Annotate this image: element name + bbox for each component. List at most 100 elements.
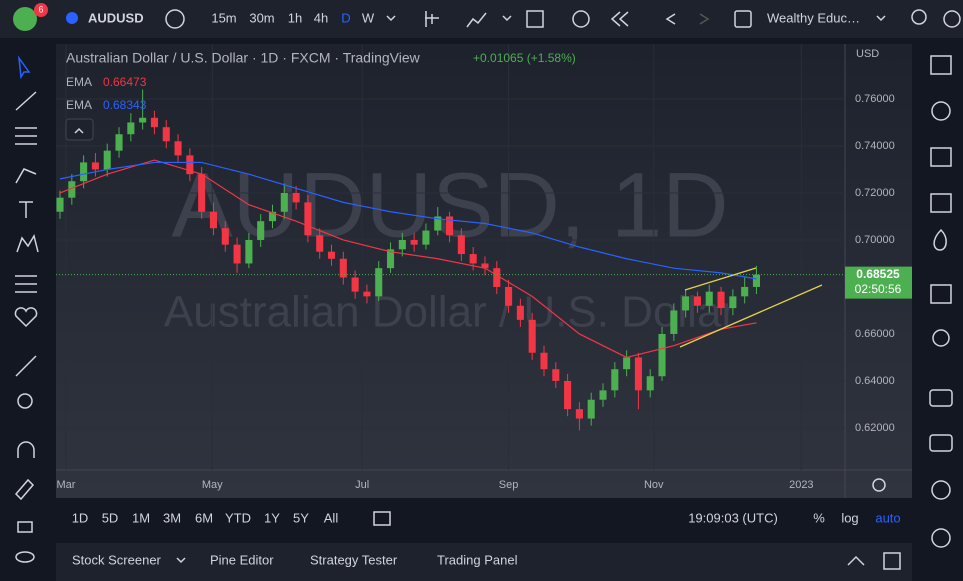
avatar[interactable]: [13, 7, 37, 31]
candle-body: [516, 305, 524, 320]
watchlist[interactable]: [930, 55, 952, 75]
range[interactable]: 5Y: [293, 510, 309, 525]
fib-tool[interactable]: [15, 127, 37, 145]
trend-line-tool[interactable]: [15, 91, 37, 111]
range[interactable]: 1Y: [264, 510, 280, 525]
badge-count: 6: [38, 4, 43, 14]
candle-body: [434, 216, 442, 231]
interval[interactable]: 4h: [314, 10, 328, 25]
candle-body: [386, 249, 395, 269]
trend-channel[interactable]: [679, 267, 823, 348]
hotlists[interactable]: [933, 228, 947, 251]
log-toggle[interactable]: log: [841, 510, 858, 525]
screenshot[interactable]: [943, 10, 961, 28]
interval[interactable]: 30m: [249, 10, 274, 25]
redo[interactable]: [699, 13, 710, 25]
indicators[interactable]: [466, 12, 487, 28]
brush-tool[interactable]: [15, 168, 37, 184]
dropdown[interactable]: [176, 557, 186, 564]
clock: 19:09:03 (UTC): [688, 510, 778, 525]
tab[interactable]: Stock Screener: [72, 552, 162, 567]
candle-body: [162, 127, 170, 142]
news[interactable]: [930, 147, 952, 167]
candle-body: [575, 409, 583, 419]
range[interactable]: All: [324, 510, 339, 525]
range[interactable]: 1D: [72, 510, 89, 525]
streams[interactable]: [931, 480, 951, 500]
range[interactable]: 6M: [195, 510, 213, 525]
symbol[interactable]: AUDUSD: [88, 10, 144, 25]
flag-icon: [66, 12, 78, 24]
interval[interactable]: W: [362, 10, 375, 25]
auto-toggle[interactable]: auto: [875, 510, 900, 525]
ruler-tool[interactable]: [15, 355, 37, 377]
calendar[interactable]: [930, 284, 952, 304]
candle-body: [505, 286, 513, 306]
layout-checkbox[interactable]: [734, 10, 752, 28]
zoom-tool[interactable]: [17, 393, 33, 409]
candle-body: [741, 286, 749, 297]
chart-type[interactable]: [425, 11, 439, 27]
maximize[interactable]: [883, 552, 901, 570]
interval[interactable]: 15m: [211, 10, 236, 25]
legend-title: Australian Dollar / U.S. Dollar · 1D · F…: [66, 50, 421, 66]
hide-tool[interactable]: [15, 551, 35, 563]
cursor-tool[interactable]: [17, 55, 31, 80]
favorites-tool[interactable]: [14, 307, 38, 328]
candle-body: [599, 390, 607, 400]
x-tick-label: Sep: [499, 479, 519, 491]
y-tick-label: 0.76000: [855, 93, 895, 105]
notifications[interactable]: [929, 434, 953, 452]
expand-panel[interactable]: [847, 555, 865, 566]
tab[interactable]: Pine Editor: [210, 552, 274, 567]
range[interactable]: 5D: [102, 510, 119, 525]
candle-body: [493, 268, 501, 287]
undo[interactable]: [665, 13, 676, 25]
candle-body: [446, 216, 454, 236]
date-range[interactable]: [373, 511, 391, 526]
dropdown[interactable]: [386, 15, 396, 22]
candle-body: [398, 239, 406, 250]
settings[interactable]: [872, 478, 886, 492]
magnet-tool[interactable]: [17, 441, 35, 458]
chart-panel: [56, 44, 912, 498]
y-tick-label: 0.70000: [855, 234, 895, 246]
alerts[interactable]: [931, 101, 951, 121]
interval-active[interactable]: D: [341, 10, 350, 25]
range[interactable]: YTD: [225, 510, 251, 525]
text-tool[interactable]: [19, 201, 33, 218]
prediction-tool[interactable]: [15, 275, 37, 293]
percent-toggle[interactable]: %: [813, 510, 825, 525]
dropdown[interactable]: [502, 15, 512, 22]
drawing-mode[interactable]: [14, 478, 35, 501]
replay[interactable]: [610, 11, 629, 27]
interval[interactable]: 1h: [288, 10, 302, 25]
candle-body: [174, 141, 182, 156]
last-price-label: 0.68525: [856, 267, 900, 281]
range[interactable]: 3M: [163, 510, 181, 525]
add-symbol[interactable]: [165, 9, 185, 29]
alert[interactable]: [572, 10, 590, 28]
chats[interactable]: [929, 389, 953, 407]
candle-body: [705, 291, 713, 306]
range[interactable]: 1M: [132, 510, 150, 525]
candle-body: [375, 268, 383, 297]
pattern-tool[interactable]: [16, 234, 39, 253]
playback[interactable]: [931, 528, 951, 548]
ema-line: [59, 161, 757, 280]
lock-tool[interactable]: [17, 521, 33, 533]
candle-body: [410, 239, 418, 245]
right-toolbar: [918, 38, 963, 581]
account[interactable]: Wealthy Educ…: [767, 10, 860, 25]
tab[interactable]: Strategy Tester: [310, 552, 398, 567]
search[interactable]: [911, 9, 927, 25]
tab[interactable]: Trading Panel: [437, 552, 518, 567]
candle-body: [221, 228, 229, 245]
layouts[interactable]: [526, 10, 544, 28]
candle-body: [139, 117, 147, 123]
dropdown[interactable]: [876, 15, 886, 22]
data-window[interactable]: [930, 193, 952, 213]
candle-body: [682, 296, 690, 311]
ideas[interactable]: [932, 329, 950, 347]
